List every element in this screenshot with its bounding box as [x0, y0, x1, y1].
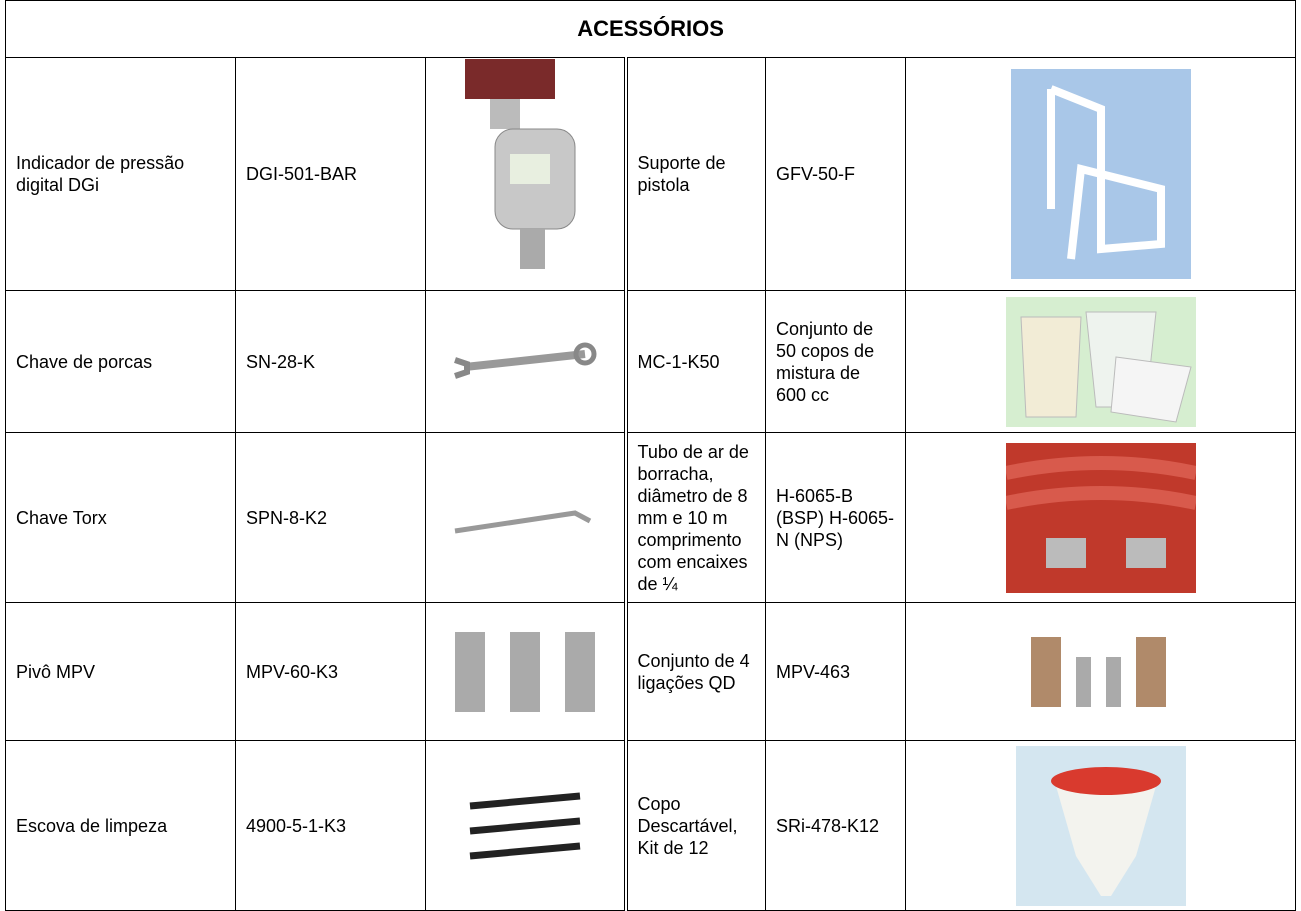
item-code: SRi-478-K12 [765, 740, 906, 911]
item-name: Pivô MPV [5, 602, 236, 741]
item-name: Chave Torx [5, 432, 236, 603]
cups-image [1005, 296, 1196, 427]
couplings-image [1030, 636, 1166, 707]
item-code: Conjunto de 50 copos de mistura de 600 c… [765, 290, 906, 433]
item-name: Suporte de pistola [623, 57, 766, 291]
item-code: GFV-50-F [765, 57, 906, 291]
torx-key-image [454, 509, 591, 533]
item-code: DGI-501-BAR [235, 57, 426, 291]
table-title: ACESSÓRIOS [4, 0, 1297, 58]
accessories-table: ACESSÓRIOS Indicador de pressão digital … [4, 0, 1297, 911]
item-name: Conjunto de 4 ligações QD [623, 602, 766, 741]
item-name: Copo Descartável, Kit de 12 [623, 740, 766, 911]
item-code: SN-28-K [235, 290, 426, 433]
item-image [425, 290, 626, 433]
item-name: MC-1-K50 [623, 290, 766, 433]
cup-image [1015, 745, 1186, 906]
item-code: 4900-5-1-K3 [235, 740, 426, 911]
item-image [904, 602, 1297, 741]
item-image [425, 740, 626, 911]
item-image [425, 432, 626, 603]
item-image [904, 290, 1297, 433]
hose-image [1005, 442, 1196, 593]
item-name: Escova de limpeza [5, 740, 236, 911]
item-name: Tubo de ar de borracha, diâmetro de 8 mm… [623, 432, 766, 603]
item-image [425, 602, 626, 741]
item-code: MPV-463 [765, 602, 906, 741]
wrench-image [453, 342, 597, 379]
item-image [904, 57, 1297, 291]
brushes-image [469, 792, 581, 859]
item-name: Indicador de pressão digital DGi [5, 57, 236, 291]
gauge-image [464, 59, 576, 269]
item-code: H-6065-B (BSP) H-6065-N (NPS) [765, 432, 906, 603]
item-code: MPV-60-K3 [235, 602, 426, 741]
stand-image [1010, 69, 1191, 279]
item-image [904, 740, 1297, 911]
item-image [904, 432, 1297, 603]
item-code: SPN-8-K2 [235, 432, 426, 603]
item-image [425, 57, 626, 291]
item-name: Chave de porcas [5, 290, 236, 433]
pivot-image [454, 631, 595, 712]
